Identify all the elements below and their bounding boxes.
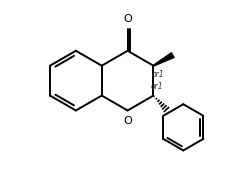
Polygon shape (153, 53, 174, 66)
Text: or1: or1 (152, 70, 164, 79)
Text: or1: or1 (150, 82, 163, 91)
Text: O: O (123, 14, 132, 24)
Text: O: O (123, 116, 132, 126)
